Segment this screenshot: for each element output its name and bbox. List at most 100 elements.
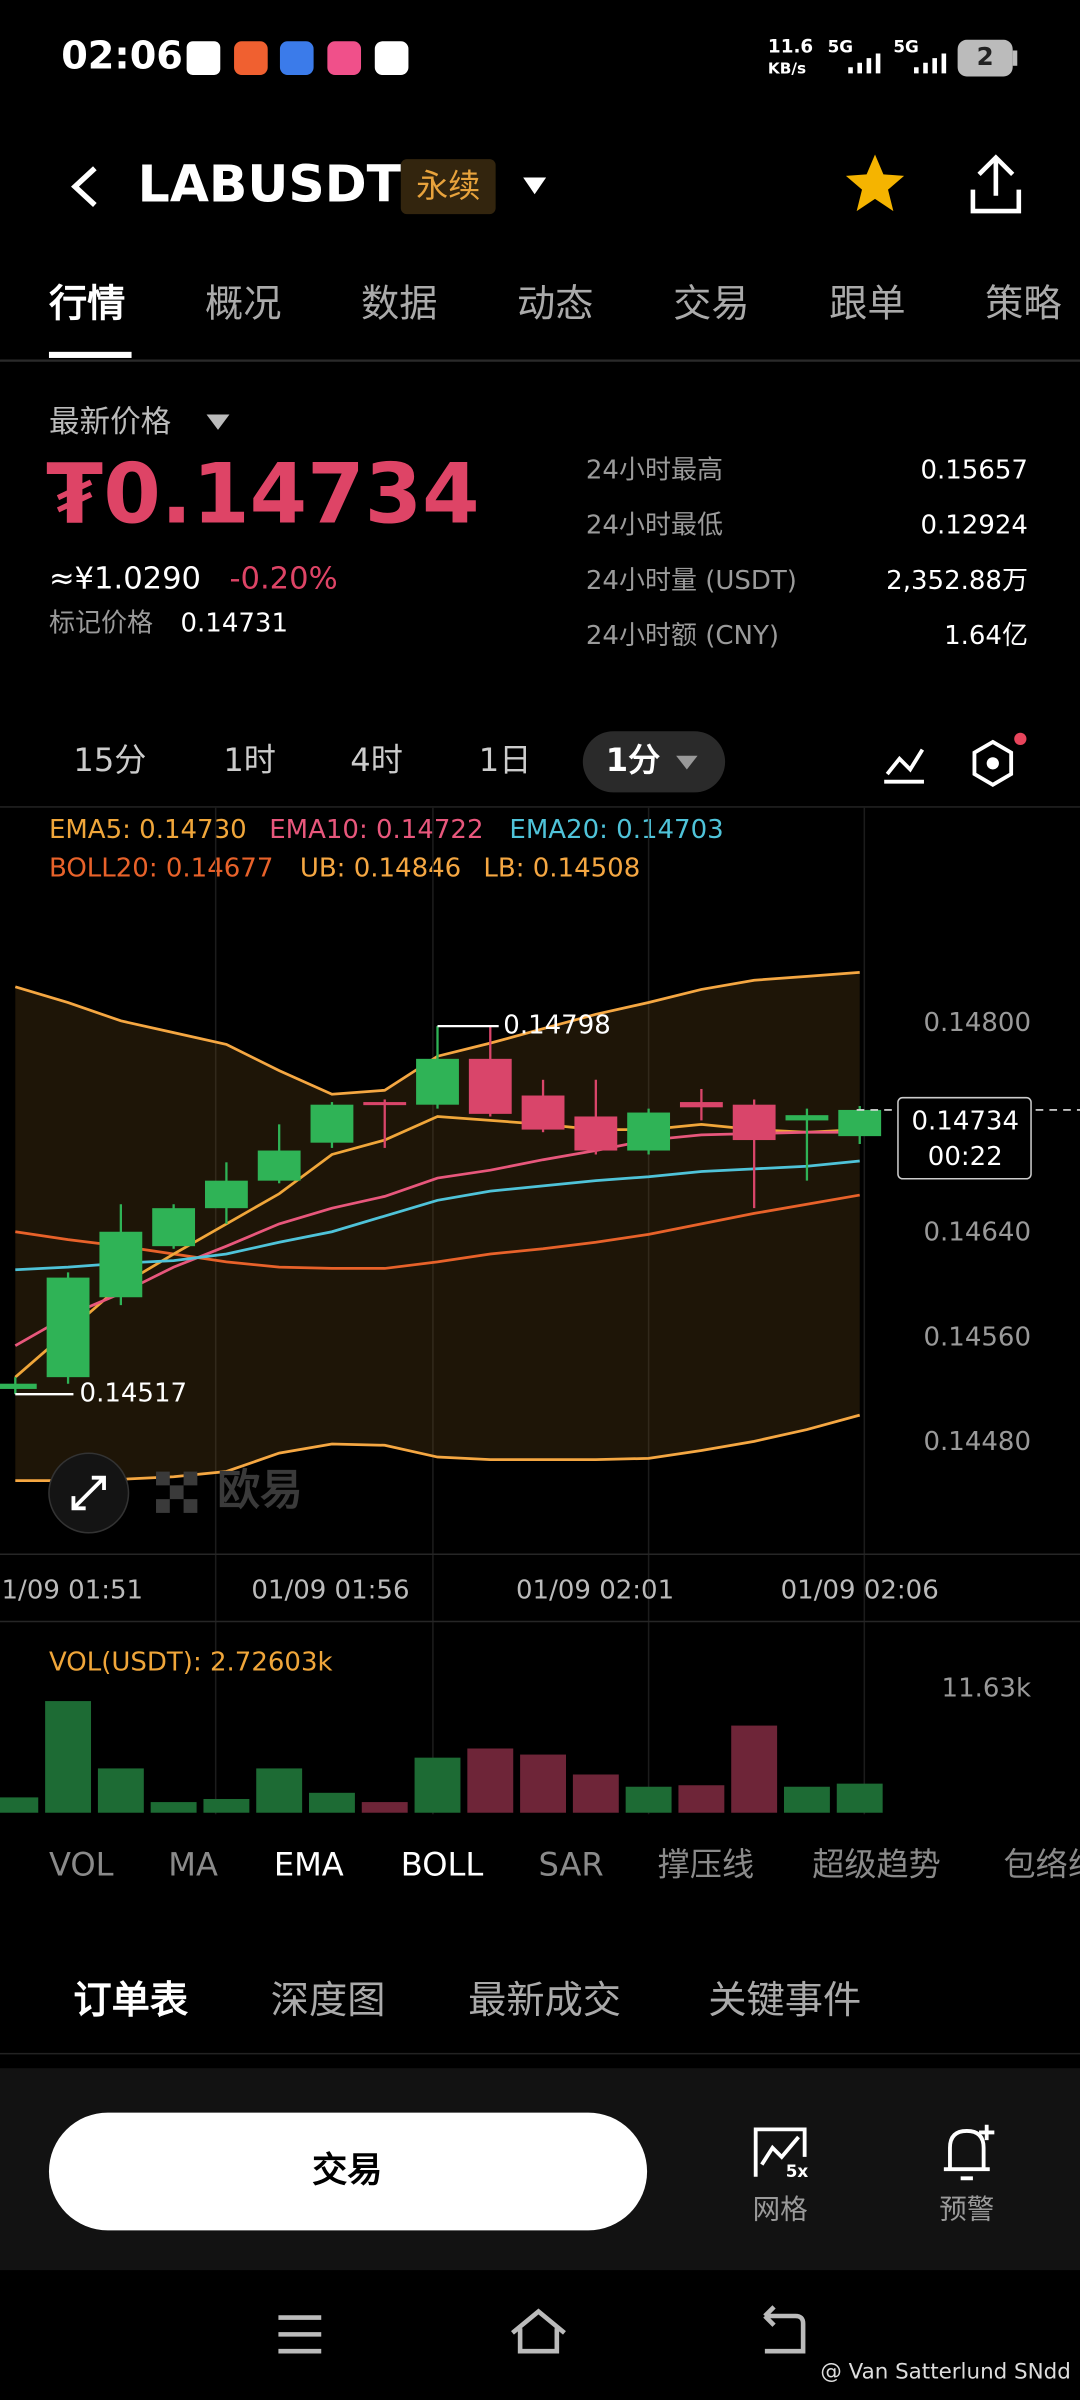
expand-icon [71,1475,106,1511]
tab[interactable]: 概况 [205,282,281,326]
divider [0,806,1080,808]
candle-body [46,1277,90,1378]
section-tab[interactable]: 关键事件 [708,1979,861,2023]
icon [186,41,221,75]
candle-body [363,1102,407,1106]
volume-bar [467,1748,514,1813]
watermark: @ Van Satterlund SNdd [820,2360,1070,2385]
settings-dot [986,757,999,770]
volume-bar [45,1701,92,1813]
indicator-tab[interactable]: BOLL [401,1845,484,1883]
indicator-tab[interactable]: 撑压线 [658,1845,754,1883]
nav-back[interactable] [763,2305,806,2354]
interval[interactable]: 1时 [223,741,276,779]
candle-body [152,1208,196,1247]
favorite[interactable] [845,154,905,212]
candle-body [468,1058,512,1114]
section-tab[interactable]: 深度图 [271,1979,386,2023]
stat-value: 0.12924 [920,511,1028,541]
volume-bar [256,1768,303,1813]
volume-bar [150,1802,197,1813]
price-label: 最新价格 [49,405,171,440]
indicator-label: EMA20: 0.14703 [509,815,723,845]
volume-bar [836,1783,883,1813]
volume-bar [203,1798,250,1813]
trade-button[interactable] [48,2112,648,2231]
tab[interactable]: 跟单 [829,282,905,326]
indicator-tab[interactable]: SAR [538,1845,603,1883]
indicator-tab[interactable]: VOL [49,1845,114,1883]
tab-indicator [48,351,132,358]
settings[interactable] [972,739,1014,787]
icon [327,41,362,75]
stat-value: 1.64亿 [944,621,1028,651]
tab[interactable]: 策略 [985,282,1061,326]
indicator-tab[interactable]: 包络线 [1004,1845,1080,1883]
dropdown[interactable] [676,755,698,770]
indicator-tab[interactable]: MA [168,1845,218,1883]
interval[interactable]: 1日 [479,741,532,779]
y-tick-label: 0.14480 [924,1427,1032,1457]
section-tab[interactable]: 最新成交 [468,1979,621,2023]
current-price: 0.14734 [912,1107,1020,1137]
nav-home[interactable] [511,2308,566,2354]
divider [0,359,1080,362]
last-price: ₮0.14734 [46,447,480,543]
indicator-line [14,1115,860,1379]
candle-body [310,1104,354,1143]
indicator-label: EMA5: 0.14730 [49,815,247,845]
tab[interactable]: 交易 [673,282,749,326]
interval[interactable]: 4时 [350,741,403,779]
tab[interactable]: 行情 [49,282,125,326]
stat-value: 0.15657 [920,456,1028,486]
dropdown[interactable] [523,177,547,195]
high-label: 0.14798 [503,1011,611,1041]
signal [914,53,947,74]
volume-bar [414,1757,461,1813]
tab[interactable]: 数据 [361,282,437,326]
x-tick-label: 01/09 01:56 [251,1575,409,1605]
back-button[interactable] [71,166,97,207]
stat-label: 24小时最低 [586,511,723,541]
battery [957,39,1013,77]
section-tab[interactable]: 订单表 [73,1979,188,2023]
nav-menu[interactable] [278,2315,322,2354]
alert-icon[interactable] [943,2129,990,2181]
interval-selected[interactable]: 1分 [606,741,660,779]
x-tick-label: 01/09 02:06 [781,1575,939,1605]
icon [374,41,409,75]
stat-label: 24小时额 (CNY) [586,621,779,651]
tag: 永续 [416,167,480,205]
indicator-label: UB: 0.14846 [300,853,461,883]
indicator-label: BOLL20: 0.14677 [49,853,273,883]
volume-bar [625,1786,672,1813]
symbol: LABUSDT [138,155,402,214]
logo [156,1471,198,1513]
share[interactable] [970,154,1022,214]
alert-label[interactable]: 预警 [939,2193,994,2225]
interval-selected-bg[interactable] [582,731,726,793]
net-speed: 11.6 [768,36,813,57]
indicator-tab[interactable]: EMA [274,1845,344,1883]
grid-label[interactable]: 网格 [753,2193,808,2225]
alert-plus [979,2124,995,2141]
battery-tip [1012,50,1018,66]
grid-icon[interactable] [753,2127,807,2177]
tab[interactable]: 动态 [517,282,593,326]
volume-bar [309,1792,355,1813]
draw-tool[interactable] [884,748,925,784]
change: -0.20% [229,561,337,596]
badge [1014,732,1027,745]
y-tick-label: 0.14640 [924,1218,1032,1248]
indicator-tab[interactable]: 超级趋势 [812,1845,940,1883]
candle-body [785,1115,829,1121]
indicator-line [15,1413,861,1483]
interval[interactable]: 15分 [73,741,146,779]
trade-button-label[interactable]: 交易 [312,2150,382,2191]
stat-label: 24小时量 (USDT) [586,566,797,596]
dropdown[interactable] [206,414,230,430]
net-type: 5G [828,36,854,56]
volume-bar [783,1786,830,1813]
